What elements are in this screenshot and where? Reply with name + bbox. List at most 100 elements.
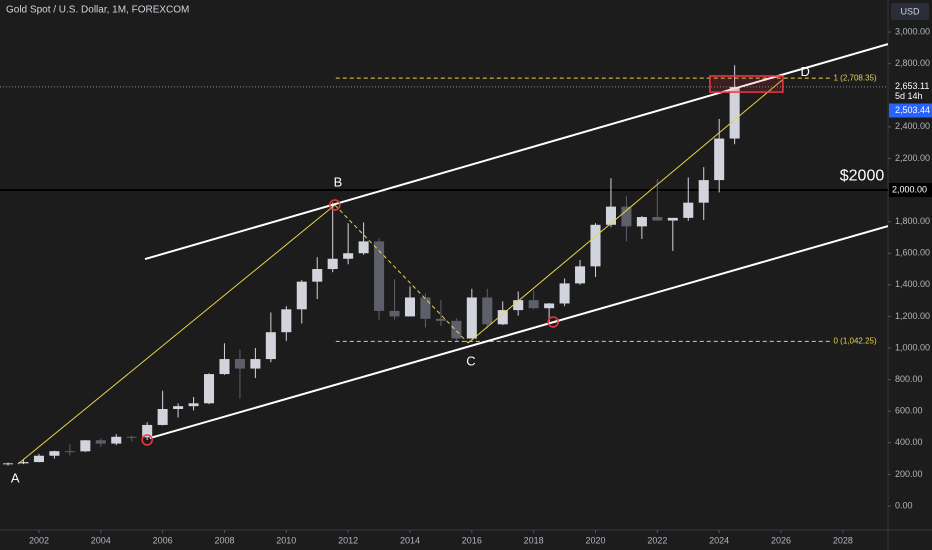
x-tick-label: 2020 <box>585 535 605 545</box>
pivot-circle <box>329 199 341 211</box>
trendline <box>144 43 888 261</box>
candle-body <box>234 359 245 369</box>
x-tick-label: 2008 <box>214 535 234 545</box>
target-box <box>709 75 784 93</box>
countdown-label: 5d 14h <box>895 91 923 101</box>
hline-label: $2000 <box>840 167 885 184</box>
y-tick-label: 2,400.00 <box>895 121 930 131</box>
x-tick-label: 2004 <box>91 535 111 545</box>
candle-body <box>312 269 323 282</box>
x-tick-label: 2026 <box>771 535 791 545</box>
x-tick-label: 2002 <box>29 535 49 545</box>
candle-body <box>513 300 524 311</box>
candle-body <box>575 266 586 284</box>
candle-body <box>111 436 122 444</box>
candle-body <box>482 297 493 325</box>
candle-body <box>466 297 477 339</box>
x-tick-label: 2024 <box>709 535 729 545</box>
trendline <box>17 204 336 465</box>
candle-body <box>435 318 446 321</box>
candle-body <box>3 463 14 465</box>
candle-body <box>358 241 369 254</box>
pivot-circle <box>141 434 153 446</box>
candle-body <box>250 359 261 369</box>
y-tick-label: 400.00 <box>895 437 923 447</box>
trendline <box>149 225 888 440</box>
marker-price-label: 2,503.44 <box>895 105 930 115</box>
candle-body <box>420 297 431 319</box>
candle-body <box>157 408 168 425</box>
y-tick-label: 2,200.00 <box>895 153 930 163</box>
candle-body <box>80 440 91 452</box>
candle-body <box>497 310 508 325</box>
candle-body <box>451 320 462 339</box>
y-tick-label: 1,600.00 <box>895 248 930 258</box>
candle-body <box>559 283 570 304</box>
candle-body <box>296 281 307 310</box>
y-tick-label: 1,200.00 <box>895 311 930 321</box>
trendline <box>334 204 469 344</box>
y-tick-label: 200.00 <box>895 469 923 479</box>
hline-axis-box <box>889 183 932 198</box>
x-tick-label: 2028 <box>833 535 853 545</box>
x-tick-label: 2014 <box>400 535 420 545</box>
point-label: A <box>11 471 20 486</box>
candle-body <box>265 332 276 360</box>
candle-body <box>389 310 400 317</box>
candle-body <box>33 455 44 463</box>
candle-body <box>621 206 632 227</box>
x-tick-label: 2018 <box>524 535 544 545</box>
candle-body <box>203 374 215 404</box>
candle-body <box>667 217 678 221</box>
candle-body <box>605 206 616 225</box>
trendline <box>467 79 784 344</box>
plot <box>0 43 888 466</box>
candle-body <box>95 440 106 444</box>
candle-body <box>652 217 663 221</box>
chart-title: Gold Spot / U.S. Dollar, 1M, FOREXCOM <box>6 5 189 16</box>
y-tick-label: 1,000.00 <box>895 342 930 352</box>
y-tick-label: 2,800.00 <box>895 58 930 68</box>
candle-body <box>142 424 153 438</box>
y-tick-label: 800.00 <box>895 374 923 384</box>
marker-price-box <box>889 103 932 118</box>
candle-body <box>404 297 416 317</box>
point-label: D <box>800 64 809 79</box>
candle-body <box>729 86 740 139</box>
point-label: B <box>334 174 343 189</box>
x-tick-label: 2012 <box>338 535 358 545</box>
candle-body <box>636 217 647 227</box>
y-tick-label: 3,000.00 <box>895 26 930 36</box>
candle-body <box>327 258 338 270</box>
hline-axis-label: 2,000.00 <box>892 184 927 194</box>
candle-body <box>698 180 709 203</box>
candle-body <box>281 309 292 333</box>
candle-body <box>374 241 385 311</box>
y-tick-label: 1,800.00 <box>895 216 930 226</box>
candle-body <box>590 224 601 267</box>
candle-body <box>528 300 539 309</box>
candle-body <box>343 253 354 259</box>
point-label: C <box>466 354 475 369</box>
unit-box <box>891 3 929 20</box>
y-tick-label: 1,400.00 <box>895 279 930 289</box>
candle-body <box>18 462 29 464</box>
candle-body <box>683 202 694 218</box>
x-tick-label: 2022 <box>647 535 667 545</box>
candle-body <box>714 138 725 181</box>
x-tick-label: 2010 <box>276 535 296 545</box>
y-tick-label: 0.00 <box>895 500 913 510</box>
x-tick-label: 2016 <box>462 535 482 545</box>
last-price-label: 2,653.11 <box>895 81 929 91</box>
candle-body <box>64 451 75 453</box>
candle-body <box>49 451 60 456</box>
candle-body <box>188 403 199 407</box>
candle-body <box>173 406 184 409</box>
fib-label: 0 (1,042.25) <box>833 336 876 345</box>
candle-body <box>219 359 230 375</box>
fib-label: 1 (2,708.35) <box>833 73 876 82</box>
pivot-circle <box>547 316 559 328</box>
